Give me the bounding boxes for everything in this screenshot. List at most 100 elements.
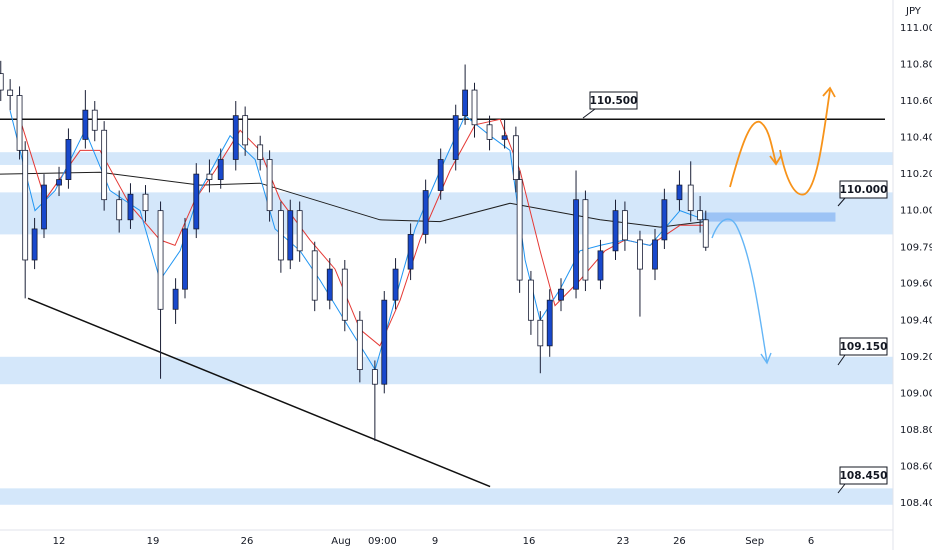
candle-body	[422, 190, 429, 235]
candle-body	[287, 210, 294, 261]
x-tick-label: 09:00	[368, 536, 397, 547]
candle-body	[311, 250, 318, 301]
candle-body	[622, 210, 628, 241]
callouts: 110.500 110.000 109.150 108.450	[582, 91, 888, 494]
callout-pointer	[582, 108, 596, 119]
callout-box	[839, 466, 888, 485]
x-tick-label: 16	[523, 536, 536, 547]
candle-body	[597, 250, 604, 281]
candle-body	[407, 233, 414, 270]
candle-body	[537, 319, 544, 347]
trend-line	[27, 297, 491, 488]
y-tick-label: 109.600	[900, 279, 932, 290]
x-tick-label: 26	[673, 536, 686, 547]
candle-body	[471, 89, 478, 126]
x-tick-label: 26	[241, 536, 254, 547]
candle-body	[462, 89, 469, 117]
candle-body	[676, 184, 683, 201]
range-box	[700, 212, 836, 222]
y-tick-label: 109.200	[900, 352, 932, 363]
callout-box	[839, 180, 888, 199]
plot-area	[0, 60, 893, 505]
candle-body	[116, 199, 123, 221]
callout-box	[839, 337, 888, 356]
candle-body	[257, 144, 264, 160]
candle-body	[206, 173, 213, 180]
candle-body	[582, 199, 589, 281]
candle-body	[91, 109, 98, 131]
candle-body	[157, 210, 164, 310]
candle-body	[341, 268, 348, 321]
candle-body	[612, 210, 619, 252]
candle-body	[392, 268, 399, 301]
y-tick-label: 111.000	[900, 23, 932, 34]
candle-body	[558, 288, 564, 301]
candle-body	[512, 135, 519, 180]
candle-body	[652, 239, 658, 270]
candle-body	[437, 159, 444, 191]
candle-body	[65, 138, 72, 180]
candle-body	[266, 159, 273, 212]
candle-body	[16, 95, 23, 151]
y-tick-label: 108.800	[900, 425, 932, 436]
x-tick-label: 23	[617, 536, 630, 547]
candle-body	[661, 199, 668, 241]
projection-down	[711, 218, 772, 365]
x-tick-label: 19	[147, 536, 160, 547]
x-tick-label: Sep	[745, 536, 764, 547]
candle-body	[452, 115, 459, 160]
blue-head	[760, 352, 772, 365]
callout-label: 109.150	[840, 341, 888, 353]
candle-body	[528, 279, 534, 321]
candle-body	[82, 109, 89, 140]
candle-body	[356, 319, 363, 370]
currency-label: JPY	[905, 6, 922, 17]
y-tick-label: 109.400	[900, 315, 932, 326]
zone	[0, 488, 893, 505]
candle-body	[296, 210, 303, 252]
zone	[0, 356, 893, 385]
candle-body	[516, 179, 523, 281]
x-tick-label: 12	[53, 536, 66, 547]
candle-body	[501, 135, 508, 140]
x-tick-label: Aug	[331, 536, 351, 547]
candle-body	[172, 288, 179, 310]
candle-body	[486, 124, 493, 140]
candle-body	[546, 299, 553, 347]
candle-body	[232, 115, 239, 160]
callout-label: 110.500	[590, 95, 638, 107]
candle-body	[381, 299, 388, 385]
candle-body	[573, 199, 579, 290]
y-tick-label: 110.400	[900, 133, 932, 144]
callout-label: 108.450	[840, 470, 888, 482]
callout-label: 110.000	[840, 184, 888, 196]
projection-up	[729, 86, 836, 196]
candle-body	[127, 193, 134, 221]
y-tick-label: 110.000	[900, 206, 932, 217]
y-tick-label: 108.400	[900, 498, 932, 509]
candle-body	[326, 268, 333, 301]
candle-body	[637, 239, 643, 270]
callout-box	[589, 91, 638, 110]
orange-leg	[729, 120, 777, 188]
candle-body	[22, 149, 29, 261]
candle-body	[142, 193, 149, 212]
orange-leg	[779, 89, 831, 196]
candle-body	[0, 73, 4, 91]
y-tick-label: 110.600	[900, 96, 932, 107]
candle-body	[31, 228, 38, 261]
candle-body	[242, 115, 249, 146]
candle-body	[277, 210, 284, 261]
zone	[0, 152, 893, 165]
orange-head	[822, 86, 836, 98]
candle-body	[56, 179, 62, 186]
candle-body	[182, 228, 188, 290]
candle-body	[371, 369, 378, 385]
orange-head	[769, 155, 782, 166]
moving-average	[0, 171, 706, 228]
y-tick-label: 110.200	[900, 169, 932, 180]
candle-body	[41, 184, 47, 230]
candle-body	[702, 219, 709, 248]
x-tick-label: 9	[432, 536, 438, 547]
